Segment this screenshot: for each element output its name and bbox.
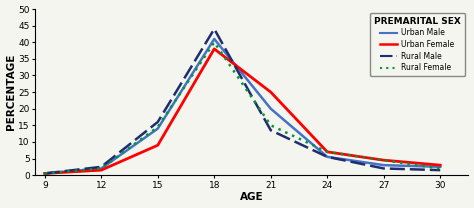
Legend: Urban Male, Urban Female, Rural Male, Rural Female: Urban Male, Urban Female, Rural Male, Ru…	[370, 13, 465, 76]
Y-axis label: PERCENTAGE: PERCENTAGE	[6, 54, 16, 130]
X-axis label: AGE: AGE	[240, 192, 264, 202]
